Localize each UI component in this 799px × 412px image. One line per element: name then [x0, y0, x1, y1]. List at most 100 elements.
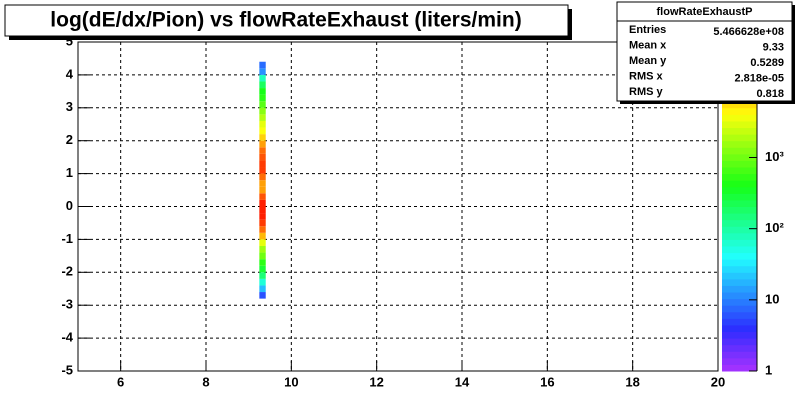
color-scale-band: [722, 272, 757, 280]
z-tick-label: 10³: [765, 149, 784, 164]
y-tick-label: 5: [66, 33, 73, 48]
title-box: [4, 4, 569, 37]
stats-value: 9.33: [763, 41, 784, 53]
color-scale-band: [722, 134, 757, 142]
color-scale-band: [722, 338, 757, 346]
color-scale-band: [722, 153, 757, 161]
color-scale-band: [722, 107, 757, 115]
heatmap-cell: [259, 265, 266, 273]
color-scale-band: [722, 364, 757, 372]
color-scale-band: [722, 239, 757, 247]
color-scale-band: [722, 344, 757, 352]
color-scale-band: [722, 114, 757, 122]
color-scale-band: [722, 140, 757, 148]
heatmap-cell: [259, 140, 266, 148]
z-tick-label: 10: [765, 291, 779, 306]
heatmap-cell: [259, 107, 266, 115]
color-scale-band: [722, 285, 757, 293]
color-scale-band: [722, 219, 757, 227]
z-tick-label: 10²: [765, 220, 784, 235]
stats-value: 5.466628e+08: [713, 26, 784, 38]
color-scale-band: [722, 324, 757, 333]
y-tick-label: 1: [66, 165, 73, 180]
stats-title: flowRateExhaustP: [657, 6, 753, 18]
y-tick-label: -4: [61, 330, 73, 345]
heatmap-cell: [259, 127, 266, 135]
heatmap-cell: [259, 101, 266, 108]
plot-frame: [77, 41, 719, 372]
heatmap-cell: [259, 74, 266, 82]
heatmap-cell: [259, 226, 266, 233]
color-scale-band: [722, 173, 757, 181]
heatmap-cell: [259, 213, 266, 220]
heatmap-cell: [259, 114, 266, 121]
color-scale-band: [722, 206, 757, 214]
heatmap-cell: [259, 278, 266, 286]
heatmap-cell: [259, 153, 266, 161]
y-tick-label: -2: [61, 264, 73, 279]
heatmap-cell: [259, 252, 266, 260]
y-tick-label: -5: [61, 362, 73, 377]
y-tick-label: 0: [66, 198, 73, 213]
color-scale-band: [722, 180, 757, 188]
color-scale-band: [722, 311, 757, 319]
x-tick-label: 10: [284, 374, 298, 389]
color-scale-band: [722, 351, 757, 359]
x-tick-label: 16: [540, 374, 554, 389]
heatmap-cell: [259, 232, 266, 240]
heatmap-cell: [259, 285, 266, 293]
heatmap-cell: [259, 239, 266, 246]
heatmap-cell: [259, 245, 266, 253]
color-scale-band: [722, 213, 757, 221]
stats-label: Mean y: [629, 55, 667, 67]
color-scale-band: [722, 252, 757, 260]
heatmap-cell: [259, 81, 266, 89]
y-tick-label: -1: [61, 231, 73, 246]
heatmap-cell: [259, 94, 266, 102]
stats-box: flowRateExhaustP Entries 5.466628e+08 Mean …: [616, 1, 795, 104]
color-scale-band: [722, 265, 757, 273]
stats-value: 0.818: [756, 88, 784, 100]
stats-frame: [616, 1, 793, 102]
x-tick-label: 6: [117, 374, 124, 389]
y-tick-label: 3: [66, 99, 73, 114]
color-scale-band: [722, 318, 757, 326]
color-scale-band: [722, 259, 757, 267]
x-tick-label: 18: [625, 374, 639, 389]
x-tick-label: 14: [455, 374, 470, 389]
color-scale-band: [722, 278, 757, 286]
chart-title: log(dE/dx/Pion) vs flowRateExhaust (lite…: [50, 9, 521, 32]
heatmap-cell: [259, 88, 266, 95]
color-scale-band: [722, 127, 757, 135]
color-scale-band: [722, 147, 757, 155]
color-scale-band: [722, 226, 757, 234]
heatmap-cell: [259, 206, 266, 214]
heatmap-cell: [259, 173, 266, 181]
heatmap-cell: [259, 147, 266, 154]
y-tick-label: 2: [66, 132, 73, 147]
color-scale-band: [722, 305, 757, 313]
heatmap-cell: [259, 167, 266, 174]
color-scale-band: [722, 298, 757, 306]
heatmap-cell: [259, 61, 266, 69]
color-scale-band: [722, 160, 757, 168]
heatmap-cell: [259, 68, 266, 75]
heatmap-cell: [259, 120, 266, 128]
y-tick-label: 4: [66, 66, 74, 81]
heatmap-cell: [259, 160, 266, 168]
heatmap-cell: [259, 272, 266, 279]
heatmap-cell: [259, 186, 266, 194]
x-tick-label: 8: [202, 374, 209, 389]
color-scale-band: [722, 357, 757, 365]
heatmap-cell: [259, 180, 266, 187]
heatmap-cell: [259, 292, 266, 299]
stats-label: Entries: [629, 24, 666, 36]
stats-value: 0.5289: [750, 57, 784, 69]
stats-label: RMS y: [629, 86, 664, 98]
x-tick-label: 20: [711, 374, 725, 389]
x-tick-label: 12: [369, 374, 383, 389]
heatmap-cell: [259, 134, 266, 141]
z-tick-label: 1: [765, 362, 772, 377]
stats-label: RMS x: [629, 70, 664, 82]
